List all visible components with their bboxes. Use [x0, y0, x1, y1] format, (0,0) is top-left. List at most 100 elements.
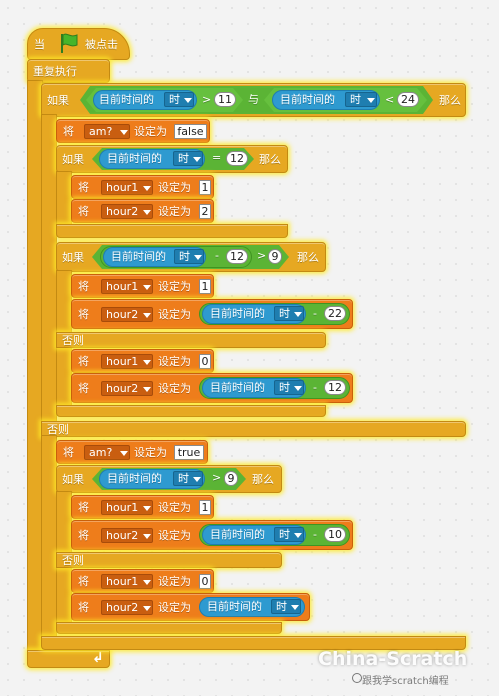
to-label: 设定为 — [158, 501, 191, 514]
dropdown-arrow-icon — [120, 451, 128, 456]
number-input[interactable]: 12 — [324, 380, 346, 395]
set-label: 将 — [78, 308, 89, 321]
else-label: 否则 — [47, 423, 69, 436]
forever-footer: ↲ — [27, 650, 110, 668]
dropdown-arrow-icon — [291, 605, 299, 610]
loop-arrow-icon: ↲ — [92, 650, 104, 666]
number-input[interactable]: 10 — [324, 527, 346, 542]
set-label: 将 — [78, 280, 89, 293]
dropdown-arrow-icon — [143, 360, 151, 365]
number-input[interactable]: 12 — [226, 151, 248, 166]
set-variable-block[interactable]: 将 hour2 设定为 2 — [71, 199, 214, 223]
set-label: 将 — [78, 529, 89, 542]
dropdown-value: hour2 — [106, 601, 139, 614]
value-input[interactable]: 2 — [199, 204, 211, 219]
dropdown-value: 时 — [350, 93, 361, 106]
number-input[interactable]: 24 — [397, 92, 419, 107]
number-input[interactable]: 22 — [324, 306, 346, 321]
time-unit-dropdown[interactable]: 时 — [173, 471, 203, 486]
when-flag-clicked-block[interactable]: 当 被点击 — [27, 28, 130, 60]
operator-symbol: = — [212, 151, 222, 164]
operator-symbol: > — [202, 93, 212, 106]
dropdown-arrow-icon — [184, 98, 192, 103]
set-label: 将 — [78, 382, 89, 395]
variable-dropdown[interactable]: am? — [84, 124, 130, 139]
number-input[interactable]: 11 — [214, 92, 236, 107]
dropdown-value: hour1 — [106, 575, 139, 588]
operator-symbol: > — [257, 249, 267, 262]
variable-dropdown[interactable]: hour2 — [101, 204, 153, 219]
reporter-label: 目前时间的 — [280, 93, 335, 106]
dropdown-arrow-icon — [143, 506, 151, 511]
variable-dropdown[interactable]: hour1 — [101, 180, 153, 195]
to-label: 设定为 — [134, 125, 167, 138]
set-variable-block[interactable]: 将 hour1 设定为 0 — [71, 569, 214, 593]
then-label: 那么 — [297, 251, 319, 264]
reporter-label: 目前时间的 — [210, 307, 265, 320]
time-unit-dropdown[interactable]: 时 — [345, 92, 377, 107]
value-input[interactable]: 0 — [199, 574, 211, 589]
if-else-footer — [56, 622, 282, 634]
value-input[interactable]: 0 — [199, 354, 211, 369]
value-input[interactable]: 1 — [199, 180, 211, 195]
time-unit-dropdown[interactable]: 时 — [174, 249, 204, 264]
dropdown-value: hour1 — [106, 280, 139, 293]
variable-dropdown[interactable]: am? — [84, 445, 130, 460]
if-label: 如果 — [62, 251, 84, 264]
variable-dropdown[interactable]: hour1 — [101, 354, 153, 369]
reporter-label: 目前时间的 — [111, 250, 166, 263]
dropdown-arrow-icon — [294, 312, 302, 317]
to-label: 设定为 — [158, 382, 191, 395]
set-variable-block[interactable]: 将 hour1 设定为 1 — [71, 175, 214, 199]
dropdown-arrow-icon — [143, 606, 151, 611]
dropdown-value: hour2 — [106, 308, 139, 321]
time-unit-dropdown[interactable]: 时 — [173, 151, 203, 166]
if-else-footer-outer — [41, 636, 466, 650]
value-input[interactable]: true — [174, 445, 204, 460]
forever-block[interactable]: 重复执行 — [27, 59, 110, 83]
variable-dropdown[interactable]: hour2 — [101, 381, 153, 396]
hat-label-prefix: 当 — [34, 38, 45, 51]
dropdown-value: hour1 — [106, 501, 139, 514]
number-input[interactable]: 12 — [226, 249, 248, 264]
dropdown-value: 时 — [279, 528, 290, 541]
time-unit-dropdown[interactable]: 时 — [274, 306, 304, 321]
number-input[interactable]: 9 — [224, 471, 238, 486]
set-variable-block[interactable]: 将 am? 设定为 false — [56, 119, 210, 143]
else-divider: 否则 — [56, 552, 282, 568]
to-label: 设定为 — [158, 308, 191, 321]
watermark-title: China-Scratch — [318, 648, 468, 670]
time-unit-dropdown[interactable]: 时 — [274, 380, 304, 395]
time-unit-dropdown[interactable]: 时 — [271, 599, 301, 614]
dropdown-value: 时 — [279, 381, 290, 394]
time-unit-dropdown[interactable]: 时 — [164, 92, 194, 107]
set-variable-block[interactable]: 将 hour1 设定为 1 — [71, 495, 214, 519]
variable-dropdown[interactable]: hour1 — [101, 500, 153, 515]
set-variable-block[interactable]: 将 am? 设定为 true — [56, 440, 208, 464]
dropdown-value: hour1 — [106, 181, 139, 194]
set-variable-block[interactable]: 将 hour2 设定为 目前时间的 时 - 12 — [71, 373, 353, 403]
number-input[interactable]: 9 — [268, 249, 282, 264]
set-label: 将 — [78, 501, 89, 514]
variable-dropdown[interactable]: hour2 — [101, 600, 153, 615]
set-variable-block[interactable]: 将 hour2 设定为 目前时间的 时 - 10 — [71, 520, 353, 550]
dropdown-arrow-icon — [367, 98, 375, 103]
variable-dropdown[interactable]: hour1 — [101, 574, 153, 589]
value-input[interactable]: 1 — [199, 500, 211, 515]
variable-dropdown[interactable]: hour1 — [101, 279, 153, 294]
value-input[interactable]: false — [174, 124, 207, 139]
reporter-label: 目前时间的 — [207, 600, 262, 613]
set-variable-block[interactable]: 将 hour1 设定为 1 — [71, 274, 214, 298]
set-variable-block[interactable]: 将 hour1 设定为 0 — [71, 349, 214, 373]
then-label: 那么 — [252, 473, 274, 486]
set-variable-block[interactable]: 将 hour2 设定为 目前时间的 时 — [71, 593, 310, 621]
set-label: 将 — [78, 575, 89, 588]
time-unit-dropdown[interactable]: 时 — [274, 527, 304, 542]
else-divider-outer: 否则 — [41, 421, 466, 437]
set-variable-block[interactable]: 将 hour2 设定为 目前时间的 时 - 22 — [71, 299, 353, 329]
variable-dropdown[interactable]: hour2 — [101, 528, 153, 543]
variable-dropdown[interactable]: hour2 — [101, 307, 153, 322]
value-input[interactable]: 1 — [199, 279, 211, 294]
watermark-subtitle: 跟我学scratch编程 — [362, 676, 449, 687]
